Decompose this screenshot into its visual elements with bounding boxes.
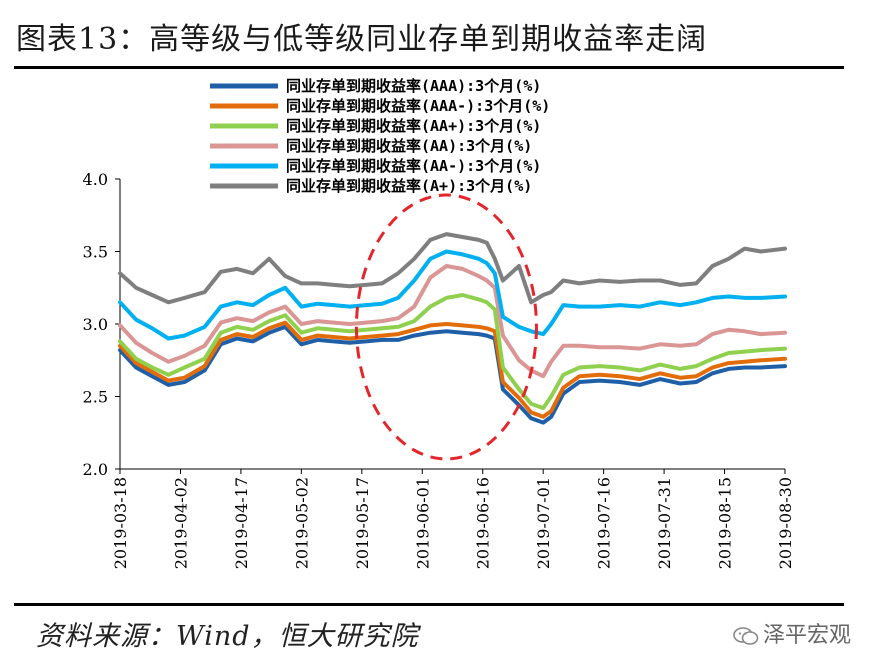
page-title: 图表13：高等级与低等级同业存单到期收益率走阔: [16, 22, 708, 57]
legend-label: 同业存单到期收益率(A+):3个月(%): [286, 177, 532, 195]
y-tick-label: 2.5: [83, 388, 108, 407]
legend-label: 同业存单到期收益率(AA-):3个月(%): [286, 157, 541, 175]
series-line-4: [118, 264, 787, 379]
x-tick-label: 2019-07-31: [655, 477, 674, 569]
source-note: 资料来源：Wind，恒大研究院: [36, 621, 419, 652]
legend-label: 同业存单到期收益率(AA+):3个月(%): [286, 117, 541, 135]
y-tick-label: 3.0: [83, 315, 108, 334]
y-tick-label: 4.0: [83, 170, 108, 189]
y-tick-label: 2.0: [83, 460, 108, 479]
x-tick-label: 2019-05-17: [353, 477, 372, 569]
x-tick-label: 2019-07-01: [534, 477, 553, 569]
legend-label: 同业存单到期收益率(AAA-):3个月(%): [286, 97, 550, 115]
series-line-3: [118, 293, 787, 411]
x-tick-label: 2019-08-30: [776, 477, 795, 569]
axes-layer: 2.0 2.5 3.0 3.5 4.0 2019-03-18 2019-04-02 2019-…: [83, 170, 795, 569]
x-tick-label: 2019-04-02: [171, 477, 190, 569]
legend-label: 同业存单到期收益率(AA):3个月(%): [286, 137, 532, 155]
wechat-icon: [733, 627, 759, 645]
legend: 同业存单到期收益率(AAA):3个月(%) 同业存单到期收益率(AAA-):3个月…: [210, 77, 550, 195]
legend-label: 同业存单到期收益率(AAA):3个月(%): [286, 77, 541, 95]
x-tick-label: 2019-06-01: [413, 477, 432, 569]
brand-name: 泽平宏观: [763, 623, 852, 648]
series-line-1: [118, 324, 787, 425]
brand-watermark: 泽平宏观: [733, 617, 851, 649]
x-tick-label: 2019-07-16: [595, 477, 614, 569]
x-tick-label: 2019-05-02: [292, 477, 311, 569]
title-divider: [14, 66, 844, 69]
series-line-6: [118, 232, 787, 305]
x-tick-label: 2019-03-18: [111, 477, 130, 569]
y-tick-label: 3.5: [83, 243, 108, 262]
x-tick-label: 2019-08-15: [716, 477, 735, 569]
series-line-5: [118, 249, 787, 341]
x-tick-label: 2019-06-16: [474, 477, 493, 569]
series-layer: [118, 232, 787, 425]
x-tick-label: 2019-04-17: [232, 477, 251, 569]
highlight-ellipse: [354, 193, 538, 461]
annotation-layer: [354, 193, 538, 461]
series-line-2: [118, 320, 787, 419]
footer-divider: [14, 603, 844, 606]
